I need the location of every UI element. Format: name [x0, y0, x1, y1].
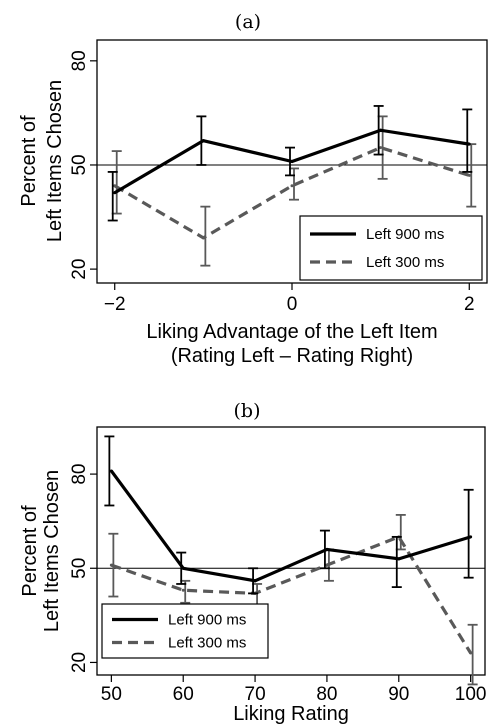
x-tick-label: 70	[245, 684, 266, 705]
data-point	[181, 566, 185, 570]
data-point	[379, 128, 383, 132]
data-point	[325, 547, 329, 551]
data-point	[290, 160, 294, 163]
series-left-900ms	[104, 435, 474, 595]
series-left-900ms	[107, 105, 473, 222]
x-axis-label-line2: (Rating Left – Rating Right)	[171, 345, 413, 367]
legend: Left 900 ms Left 300 ms	[299, 215, 483, 281]
y-axis-label-line2: Left Items Chosen	[44, 80, 66, 242]
series-line	[110, 469, 472, 583]
x-tick-label: −2	[104, 294, 126, 315]
y-axis-label: Percent of	[18, 115, 40, 207]
data-point	[109, 563, 113, 567]
legend-label: Left 300 ms	[168, 635, 246, 652]
legend: Left 900 ms Left 300 ms	[101, 603, 269, 659]
legend-label: Left 900 ms	[168, 612, 246, 629]
x-tick-label: 80	[316, 684, 337, 705]
x-tick-label: 60	[173, 684, 194, 705]
data-point	[109, 469, 113, 473]
data-point	[181, 588, 185, 592]
legend-label: Left 300 ms	[366, 254, 444, 271]
y-tick-label: 20	[69, 652, 90, 673]
x-tick-label: 0	[287, 294, 298, 315]
x-axis-label: Liking Advantage of the Left Item	[146, 321, 437, 343]
x-tick-label: 100	[455, 684, 487, 705]
y-tick-label: 20	[69, 259, 90, 280]
data-point	[469, 651, 473, 655]
x-tick-label: 2	[464, 294, 475, 315]
data-point	[325, 563, 329, 567]
series-left-300ms	[111, 115, 477, 267]
data-point	[113, 184, 117, 188]
series-line	[113, 146, 470, 240]
panel-b: (b) 20 50 80 50 60 70 80 90 100 Liking Rating Perce…	[19, 400, 486, 725]
y-axis-label-line2: Left Items Chosen	[41, 470, 63, 632]
data-point	[253, 579, 257, 583]
x-tick-label: 50	[101, 684, 122, 705]
data-point	[290, 184, 294, 188]
y-tick-label: 50	[69, 558, 90, 579]
legend-box	[299, 215, 483, 281]
legend-label: Left 900 ms	[366, 226, 444, 243]
x-axis-label: Liking Rating	[233, 703, 349, 725]
panel-title: (b)	[234, 400, 261, 422]
data-point	[379, 146, 383, 150]
data-point	[397, 557, 401, 561]
data-point	[201, 139, 205, 143]
data-point	[467, 173, 471, 177]
data-point	[467, 142, 471, 146]
panel-a: (a) 20 50 80 −2 0 2 Liking Advantage of the Lef…	[18, 11, 488, 367]
plot-frame	[96, 426, 486, 676]
y-tick-label: 80	[69, 50, 90, 71]
y-tick-label: 50	[69, 154, 90, 175]
y-tick-label: 80	[69, 464, 90, 485]
data-point	[201, 236, 205, 240]
data-point	[113, 191, 117, 195]
y-axis-label: Percent of	[19, 505, 41, 597]
data-point	[469, 535, 473, 539]
x-tick-label: 90	[388, 684, 409, 705]
panel-title: (a)	[235, 11, 261, 33]
legend-box	[101, 603, 269, 659]
